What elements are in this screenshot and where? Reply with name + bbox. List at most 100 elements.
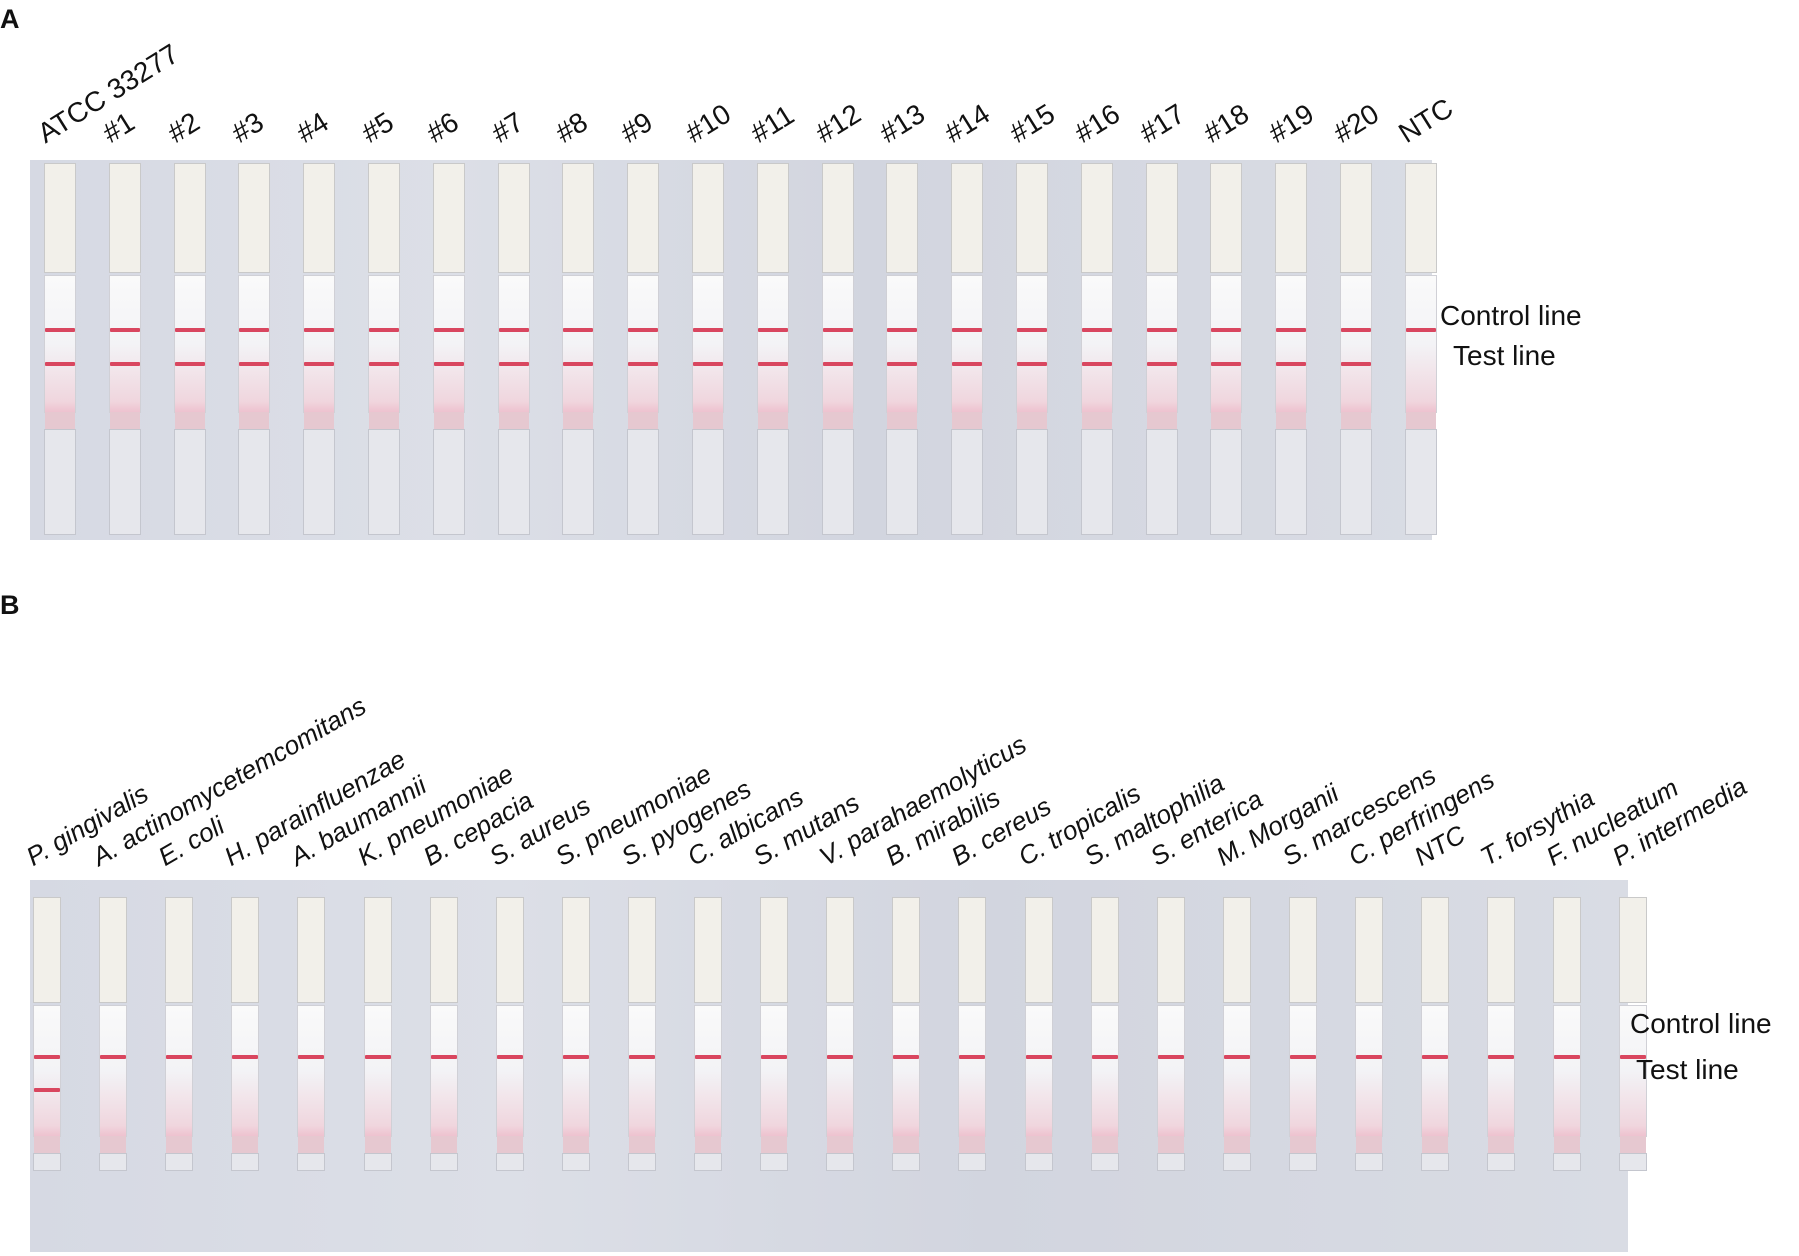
control-line	[1341, 328, 1371, 332]
strip-backing	[496, 1154, 523, 1170]
strip-backing	[430, 1154, 457, 1170]
strip-backing	[1017, 430, 1047, 534]
sample-pad	[1341, 412, 1371, 430]
sample-pad	[430, 1136, 457, 1154]
strip-backing	[498, 430, 529, 534]
strip-backing	[1488, 1154, 1515, 1170]
absorbent-pad	[1091, 898, 1118, 1002]
strip-backing	[563, 430, 594, 534]
result-window	[1211, 276, 1242, 412]
test-strip	[1405, 164, 1436, 534]
strip-backing	[174, 430, 205, 534]
panel-a-letter: A	[0, 4, 20, 34]
sample-pad	[1554, 1136, 1581, 1154]
lane-label: #19	[1263, 97, 1320, 149]
panel-b-letter: B	[0, 590, 20, 620]
absorbent-pad	[1146, 164, 1177, 272]
lane-label: #14	[939, 97, 996, 149]
result-window	[887, 276, 918, 412]
strip-backing	[693, 430, 723, 534]
result-window	[166, 1006, 193, 1136]
sample-pad	[1289, 1136, 1316, 1154]
test-line	[174, 362, 205, 366]
sample-pad	[1081, 412, 1112, 430]
absorbent-pad	[827, 898, 854, 1002]
test-line	[887, 362, 918, 366]
test-strip	[1081, 164, 1112, 534]
strip-backing	[1223, 1154, 1250, 1170]
absorbent-pad	[100, 898, 127, 1002]
strip-backing	[827, 1154, 854, 1170]
strip-backing	[34, 1154, 60, 1170]
control-line	[1422, 1055, 1449, 1059]
strip-backing	[757, 430, 788, 534]
sample-pad	[893, 1136, 920, 1154]
lane-label: #4	[291, 106, 335, 149]
test-line	[1276, 362, 1307, 366]
control-line	[1211, 328, 1242, 332]
sample-pad	[959, 1136, 986, 1154]
strip-backing	[369, 430, 399, 534]
strip-backing	[628, 430, 659, 534]
test-strip	[364, 898, 391, 1170]
test-line	[239, 362, 270, 366]
sample-pad	[695, 1136, 721, 1154]
result-window	[109, 276, 140, 412]
test-strip	[45, 164, 75, 534]
test-strip	[1146, 164, 1177, 534]
test-strip	[239, 164, 270, 534]
lane-label: #13	[874, 97, 931, 149]
sample-pad	[498, 412, 529, 430]
control-line	[496, 1055, 523, 1059]
control-line	[827, 1055, 854, 1059]
sample-pad	[761, 1136, 788, 1154]
absorbent-pad	[1405, 164, 1436, 272]
result-window	[298, 1006, 325, 1136]
test-line	[1341, 362, 1371, 366]
absorbent-pad	[109, 164, 140, 272]
test-strip	[100, 898, 127, 1170]
test-strip	[563, 164, 594, 534]
control-line	[100, 1055, 127, 1059]
control-line	[1405, 328, 1436, 332]
lane-label: #8	[550, 106, 594, 149]
test-line	[109, 362, 140, 366]
test-strip	[166, 898, 193, 1170]
result-window	[364, 1006, 391, 1136]
result-window	[1554, 1006, 1581, 1136]
sample-pad	[496, 1136, 523, 1154]
result-window	[1223, 1006, 1250, 1136]
strip-backing	[239, 430, 270, 534]
control-line	[34, 1055, 60, 1059]
control-line	[364, 1055, 391, 1059]
test-line	[952, 362, 983, 366]
strip-backing	[298, 1154, 325, 1170]
panel-b-test-line-label: Test line	[1636, 1054, 1739, 1085]
test-strip	[822, 164, 853, 534]
strip-backing	[562, 1154, 589, 1170]
test-line	[1081, 362, 1112, 366]
sample-pad	[166, 1136, 193, 1154]
control-line	[174, 328, 205, 332]
control-line	[1157, 1055, 1184, 1059]
test-strip	[304, 164, 335, 534]
result-window	[239, 276, 270, 412]
lane-label: #6	[420, 106, 464, 149]
lane-label: #16	[1068, 97, 1125, 149]
control-line	[1289, 1055, 1316, 1059]
absorbent-pad	[430, 898, 457, 1002]
strip-backing	[45, 430, 75, 534]
result-window	[563, 276, 594, 412]
absorbent-pad	[1356, 898, 1382, 1002]
control-line	[369, 328, 399, 332]
test-line	[369, 362, 399, 366]
strip-backing	[1025, 1154, 1052, 1170]
control-line	[1620, 1055, 1647, 1059]
control-line	[304, 328, 335, 332]
control-line	[563, 328, 594, 332]
lane-label: #12	[809, 97, 866, 149]
test-strip	[34, 898, 60, 1170]
test-line	[822, 362, 853, 366]
absorbent-pad	[822, 164, 853, 272]
test-strip	[628, 898, 655, 1170]
